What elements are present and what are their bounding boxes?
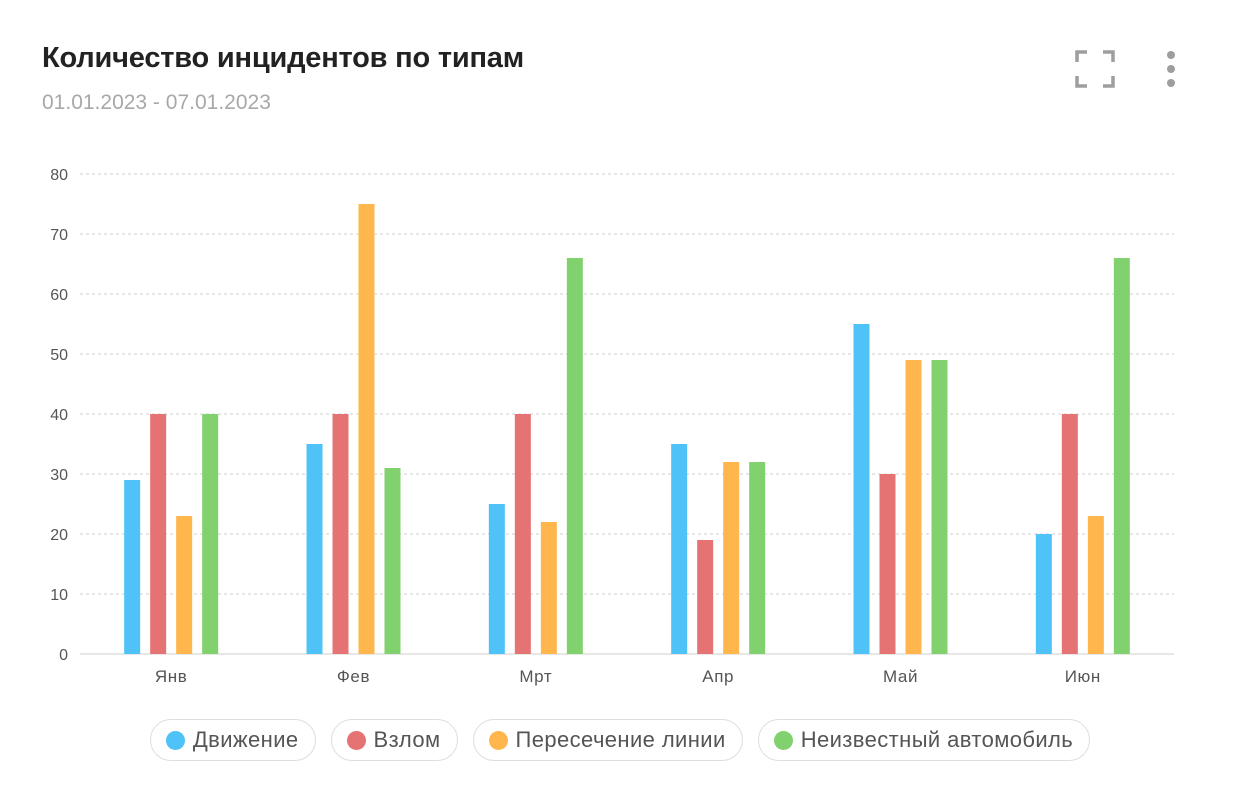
bar[interactable] [905,360,922,654]
bar[interactable] [931,360,948,654]
y-tick-label: 70 [50,227,68,244]
x-tick-label: Апр [702,667,734,686]
bar[interactable] [202,414,219,654]
bar[interactable] [1087,516,1104,654]
bar[interactable] [1113,258,1130,654]
bar[interactable] [566,258,583,654]
legend-item[interactable]: Движение [149,719,316,761]
fullscreen-icon[interactable] [1072,47,1118,91]
y-tick-label: 80 [50,167,68,184]
bar[interactable] [124,480,141,654]
x-tick-label: Янв [155,667,188,686]
x-tick-label: Фев [337,667,370,686]
legend-dot [488,730,508,750]
y-tick-label: 60 [50,287,68,304]
legend-dot [773,730,793,750]
y-tick-label: 40 [50,407,68,424]
bar[interactable] [384,468,401,654]
date-range: 01.01.2023 - 07.01.2023 [42,91,271,114]
y-tick-label: 30 [50,467,68,484]
bar[interactable] [879,474,896,654]
legend-label: Неизвестный автомобиль [800,727,1074,752]
y-tick-label: 0 [59,647,68,664]
more-vertical-icon[interactable] [1156,47,1186,91]
bar[interactable] [671,444,688,654]
x-tick-label: Мрт [519,667,552,686]
y-tick-label: 50 [50,347,68,364]
bar[interactable] [176,516,193,654]
bar[interactable] [488,504,505,654]
x-tick-label: Июн [1065,667,1101,686]
legend-label: Пересечение линии [515,727,726,752]
legend-item[interactable]: Неизвестный автомобиль [757,719,1091,761]
bar[interactable] [1035,534,1052,654]
bar[interactable] [358,204,375,654]
legend-item[interactable]: Пересечение линии [472,719,743,761]
bar-chart: 0 10 20 30 40 50 60 70 80 Янв Фев Мрт Апр Май Июн [50,167,1174,686]
chart-legend: Движение Взлом Пересечение линии Неизвестны… [0,719,1240,763]
bar[interactable] [150,414,167,654]
bar[interactable] [540,522,557,654]
bar[interactable] [306,444,323,654]
y-tick-label: 20 [50,527,68,544]
y-tick-label: 10 [50,587,68,604]
chart-title: Количество инцидентов по типам [42,42,524,74]
bar[interactable] [697,540,714,654]
bar[interactable] [853,324,870,654]
bar[interactable] [1061,414,1078,654]
bar[interactable] [332,414,349,654]
bar[interactable] [723,462,740,654]
bar[interactable] [514,414,531,654]
legend-dot [346,730,366,750]
bar[interactable] [749,462,766,654]
legend-label: Движение [192,727,299,752]
legend-dot [165,730,185,750]
legend-label: Взлом [373,727,441,752]
x-tick-label: Май [883,667,918,686]
legend-item[interactable]: Взлом [330,719,458,761]
